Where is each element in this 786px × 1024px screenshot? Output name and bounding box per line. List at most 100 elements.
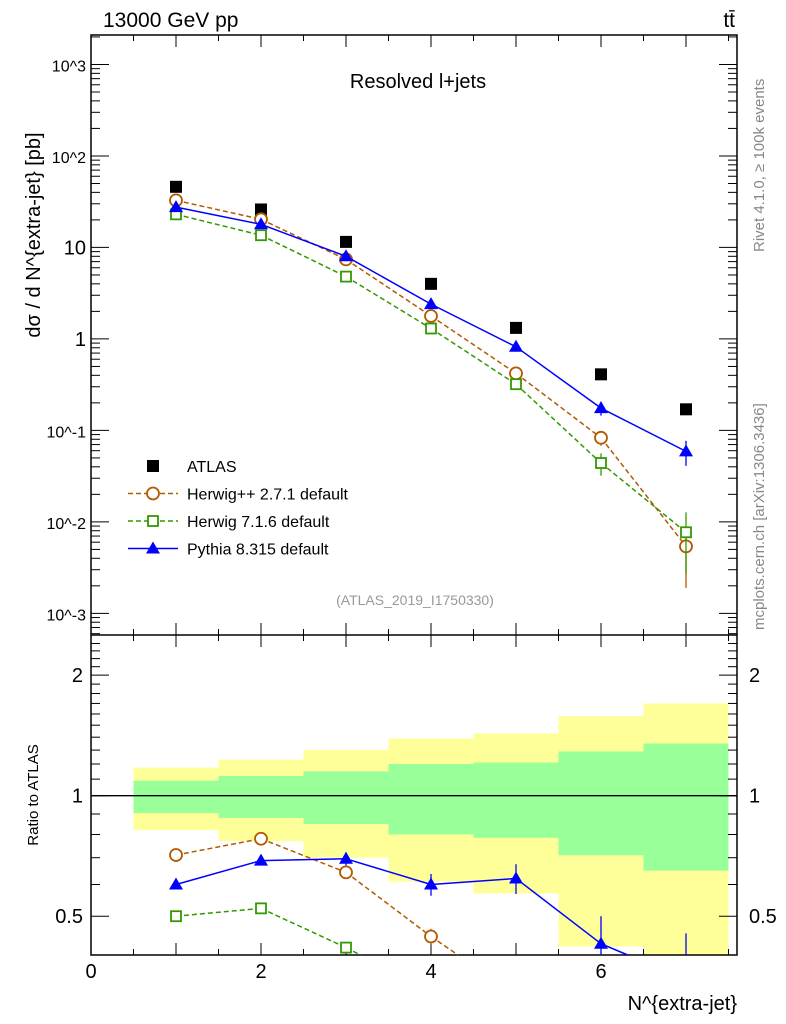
y-axis-label-main: dσ / d N^{extra-jet} [pb] — [23, 132, 45, 337]
data-marks — [169, 180, 693, 956]
ratio-line — [175, 837, 262, 856]
ratio-series-herwig-7-1-6-default — [170, 902, 361, 956]
series-line — [345, 255, 432, 305]
data-point — [679, 444, 693, 457]
ratio-line — [260, 907, 347, 949]
header-right: tt̄ — [723, 9, 735, 32]
series-line — [515, 372, 602, 439]
ratio-line — [345, 871, 432, 938]
y-tick-label: 10^3 — [52, 58, 86, 75]
x-tick-label: 6 — [595, 961, 606, 983]
legend-label: Pythia 8.315 default — [187, 542, 329, 559]
ratio-line — [175, 859, 262, 886]
series-line — [430, 303, 517, 348]
data-point — [424, 297, 438, 310]
series-line — [260, 223, 347, 258]
ratio-point — [254, 853, 268, 866]
series-line — [175, 213, 262, 236]
y-tick-label: 10^-3 — [46, 607, 86, 624]
data-point — [510, 321, 522, 334]
series-line — [345, 258, 432, 317]
legend-marker — [147, 460, 159, 472]
legend-label: Herwig++ 2.7.1 default — [187, 487, 349, 504]
ratio-series-herwig-2-7-1-default — [169, 831, 459, 956]
y-tick-label: 10^2 — [52, 150, 86, 167]
ratio-band-stat — [303, 771, 389, 824]
ratio-point — [594, 936, 608, 949]
series-line — [515, 346, 602, 409]
ratio-line — [345, 858, 432, 886]
ratio-line — [430, 935, 459, 956]
x-axis-label: N^{extra-jet} — [628, 993, 738, 1015]
ratio-point — [254, 831, 268, 846]
series-herwig-7-1-6-default — [170, 208, 692, 574]
y-tick-label: 10^-2 — [46, 516, 86, 533]
ratio-series-pythia-8-315-default — [169, 851, 687, 956]
ratio-band-stat — [218, 775, 304, 818]
y-tick-label: 10 — [64, 237, 86, 259]
ratio-point — [339, 865, 353, 880]
legend-marker — [146, 486, 160, 501]
ratio-y-tick-label: 1 — [72, 786, 83, 808]
ratio-point — [340, 941, 352, 954]
ratio-point — [509, 871, 523, 884]
ratio-band-stat — [133, 780, 219, 814]
ratio-line — [430, 877, 517, 886]
series-atlas — [170, 180, 692, 416]
series-line — [515, 383, 602, 464]
ratio-point — [255, 902, 267, 915]
ratio-y-tick-label: 2 — [72, 665, 83, 687]
data-point — [339, 249, 353, 262]
series-line — [600, 407, 687, 453]
series-line — [600, 437, 687, 547]
y-tick-label: 10^-1 — [46, 424, 86, 441]
data-point — [680, 526, 692, 539]
ratio-point — [339, 851, 353, 864]
ratio-band-stat — [473, 762, 559, 838]
plot-title: Resolved l+jets — [350, 71, 486, 93]
legend: ATLAS Herwig++ 2.7.1 default Herwig 7.1.6 … — [128, 459, 349, 559]
legend-marker — [146, 541, 160, 554]
series-line — [260, 234, 347, 278]
series-line — [430, 315, 517, 375]
ratio-line — [260, 858, 347, 862]
ratio-point — [424, 877, 438, 890]
data-point — [169, 200, 183, 213]
data-point — [255, 203, 267, 216]
data-point — [340, 270, 352, 283]
data-point — [595, 457, 607, 469]
data-point — [425, 322, 437, 335]
ratio-point — [424, 929, 438, 944]
plot-frame — [90, 34, 738, 956]
ratio-point — [169, 877, 183, 890]
ratio-band-stat — [388, 763, 474, 835]
series-line — [175, 199, 262, 221]
data-point — [594, 401, 608, 414]
legend-marker — [147, 515, 159, 527]
data-point — [509, 366, 523, 381]
data-point — [255, 229, 267, 242]
ratio-y-tick-label: 0.5 — [55, 906, 83, 928]
data-point — [424, 309, 438, 323]
series-line — [600, 462, 687, 533]
ratio-y-tick-label-right: 2 — [749, 665, 760, 687]
series-line — [430, 327, 517, 385]
data-point — [425, 277, 437, 290]
rivet-label: Rivet 4.1.0, ≥ 100k events — [751, 79, 768, 252]
ratio-point — [169, 848, 183, 862]
ratio-y-tick-label-right: 1 — [749, 786, 760, 808]
data-point — [510, 378, 522, 391]
ratio-line — [175, 907, 262, 917]
series-line — [260, 218, 347, 261]
series-line — [175, 206, 262, 226]
ratio-line — [515, 877, 602, 945]
data-point — [680, 403, 692, 416]
legend-label: Herwig 7.1.6 default — [187, 514, 330, 531]
data-point — [254, 217, 268, 230]
ratio-line — [260, 838, 347, 874]
x-tick-label: 4 — [425, 961, 436, 983]
series-herwig-2-7-1-default — [169, 193, 693, 588]
ratio-bands — [91, 703, 737, 955]
y-axis-label-ratio: Ratio to ATLAS — [25, 744, 42, 845]
